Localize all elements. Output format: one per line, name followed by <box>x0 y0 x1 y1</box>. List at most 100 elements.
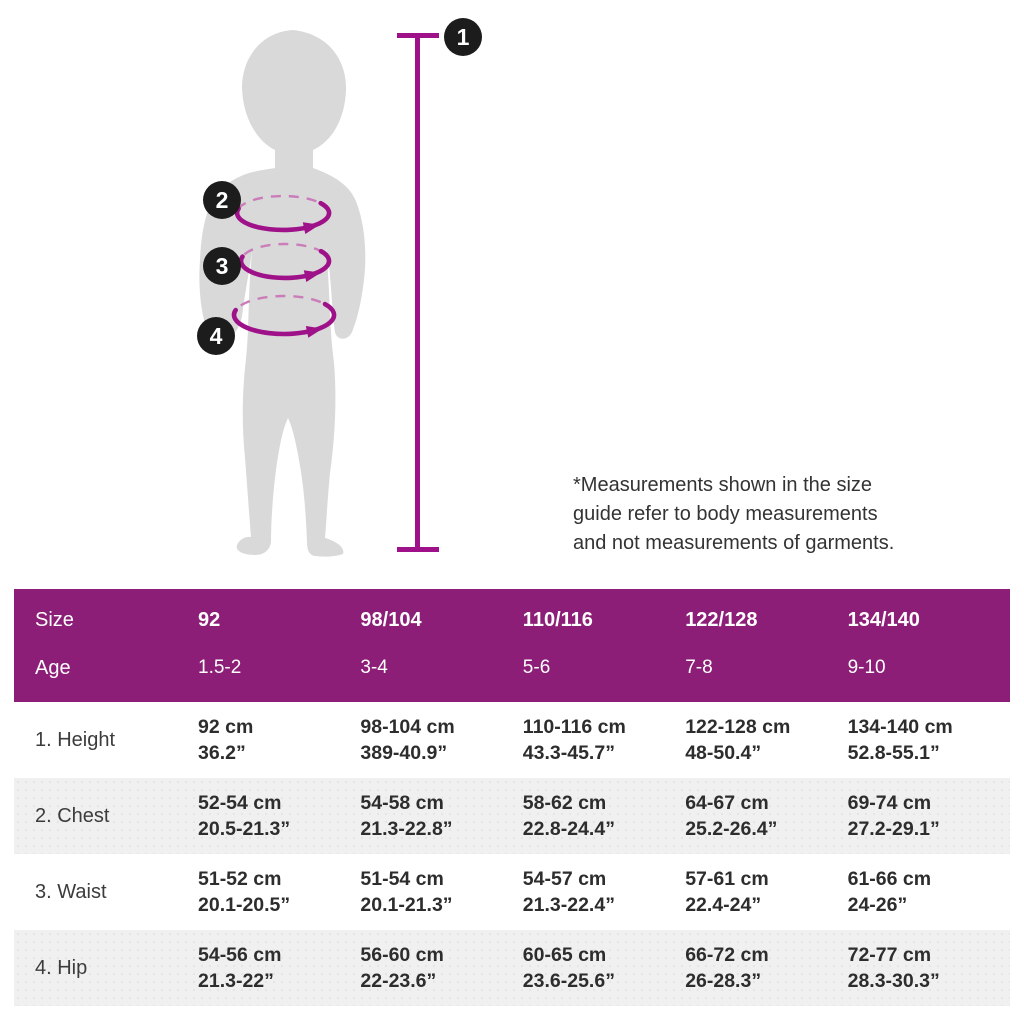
measurement-cell: 51-54 cm 20.1-21.3” <box>360 866 522 918</box>
row-label: 4. Hip <box>35 956 88 979</box>
inch-value: 28.3-30.3” <box>847 970 940 992</box>
inch-value: 22.4-24” <box>685 894 762 916</box>
inch-value: 36.2” <box>198 742 246 764</box>
size-value: 122/128 <box>685 608 758 631</box>
inch-value: 22.8-24.4” <box>522 818 615 840</box>
marker-1-height: 1 <box>444 18 482 56</box>
measurement-cell: 134-140 cm 52.8-55.1” <box>848 714 1010 766</box>
measurement-cell: 54-58 cm 21.3-22.8” <box>360 790 522 842</box>
note-line: and not measurements of garments. <box>573 532 895 554</box>
measurement-cell: 56-60 cm 22-23.6” <box>360 942 522 994</box>
marker-2-chest: 2 <box>203 181 241 219</box>
measurement-cell: 64-67 cm 25.2-26.4” <box>685 790 847 842</box>
measurement-cell: 98-104 cm 389-40.9” <box>360 714 522 766</box>
cm-value: 60-65 cm <box>522 944 607 966</box>
cm-value: 92 cm <box>198 716 254 738</box>
height-measure-line <box>415 33 420 552</box>
chest-measure-arrow <box>234 194 332 234</box>
inch-value: 389-40.9” <box>360 742 448 764</box>
marker-3-waist: 3 <box>203 247 241 285</box>
cm-value: 110-116 cm <box>522 716 626 738</box>
measurement-cell: 122-128 cm 48-50.4” <box>685 714 847 766</box>
cm-value: 69-74 cm <box>847 792 932 814</box>
age-value: 5-6 <box>522 657 551 678</box>
cm-value: 64-67 cm <box>685 792 769 814</box>
cm-value: 54-57 cm <box>522 868 607 890</box>
size-value: 92 <box>198 608 221 631</box>
waist-measure-arrow <box>238 242 332 282</box>
table-row-height: 1. Height 92 cm 36.2” 98-104 cm 389-40.9… <box>14 702 1010 778</box>
inch-value: 43.3-45.7” <box>522 742 615 764</box>
size-row-label: Size <box>35 608 74 631</box>
inch-value: 26-28.3” <box>685 970 762 992</box>
measurement-cell: 110-116 cm 43.3-45.7” <box>523 714 685 766</box>
measurement-cell: 58-62 cm 22.8-24.4” <box>523 790 685 842</box>
inch-value: 52.8-55.1” <box>847 742 940 764</box>
age-row-label: Age <box>35 656 71 679</box>
age-value: 7-8 <box>685 657 713 678</box>
table-body: 1. Height 92 cm 36.2” 98-104 cm 389-40.9… <box>14 702 1010 1006</box>
inch-value: 22-23.6” <box>360 970 437 992</box>
measurement-cell: 60-65 cm 23.6-25.6” <box>523 942 685 994</box>
cm-value: 66-72 cm <box>685 944 769 966</box>
cm-value: 54-56 cm <box>198 944 282 966</box>
measurement-cell: 54-57 cm 21.3-22.4” <box>523 866 685 918</box>
size-header-row: Size 92 98/104 110/116 122/128 134/140 <box>14 596 1010 644</box>
row-label: 3. Waist <box>35 880 107 903</box>
age-value: 9-10 <box>847 657 886 678</box>
marker-4-hip: 4 <box>197 317 235 355</box>
age-value: 1.5-2 <box>198 657 242 678</box>
cm-value: 57-61 cm <box>685 868 769 890</box>
cm-value: 61-66 cm <box>847 868 932 890</box>
cm-value: 54-58 cm <box>360 792 444 814</box>
size-table: Size 92 98/104 110/116 122/128 134/140 A… <box>14 589 1010 1006</box>
inch-value: 25.2-26.4” <box>685 818 778 840</box>
cm-value: 56-60 cm <box>360 944 444 966</box>
measurement-cell: 54-56 cm 21.3-22” <box>198 942 360 994</box>
measurement-cell: 69-74 cm 27.2-29.1” <box>848 790 1010 842</box>
inch-value: 23.6-25.6” <box>522 970 615 992</box>
height-line-bottom-cap <box>397 547 439 552</box>
row-label: 1. Height <box>35 728 116 751</box>
table-row-chest: 2. Chest 52-54 cm 20.5-21.3” 54-58 cm 21… <box>14 778 1010 854</box>
inch-value: 20.1-21.3” <box>360 894 453 916</box>
measurement-cell: 92 cm 36.2” <box>198 714 360 766</box>
inch-value: 20.1-20.5” <box>198 894 291 916</box>
inch-value: 24-26” <box>847 894 908 916</box>
note-line: guide refer to body measurements <box>573 503 878 525</box>
hip-measure-arrow <box>231 294 337 338</box>
inch-value: 20.5-21.3” <box>198 818 291 840</box>
measurement-cell: 57-61 cm 22.4-24” <box>685 866 847 918</box>
size-value: 98/104 <box>360 608 422 631</box>
age-value: 3-4 <box>360 657 388 678</box>
measurement-cell: 72-77 cm 28.3-30.3” <box>848 942 1010 994</box>
child-silhouette-image <box>199 30 366 557</box>
size-value: 110/116 <box>522 608 593 631</box>
age-header-row: Age 1.5-2 3-4 5-6 7-8 9-10 <box>14 644 1010 692</box>
inch-value: 48-50.4” <box>685 742 762 764</box>
measurement-cell: 52-54 cm 20.5-21.3” <box>198 790 360 842</box>
size-value: 134/140 <box>847 608 920 631</box>
inch-value: 21.3-22.4” <box>522 894 615 916</box>
inch-value: 21.3-22” <box>198 970 274 992</box>
cm-value: 72-77 cm <box>847 944 932 966</box>
cm-value: 134-140 cm <box>847 716 953 738</box>
cm-value: 51-52 cm <box>198 868 282 890</box>
row-label: 2. Chest <box>35 804 110 827</box>
cm-value: 122-128 cm <box>685 716 791 738</box>
table-row-waist: 3. Waist 51-52 cm 20.1-20.5” 51-54 cm 20… <box>14 854 1010 930</box>
table-row-hip: 4. Hip 54-56 cm 21.3-22” 56-60 cm 22-23.… <box>14 930 1010 1006</box>
cm-value: 51-54 cm <box>360 868 444 890</box>
inch-value: 27.2-29.1” <box>847 818 940 840</box>
cm-value: 58-62 cm <box>522 792 607 814</box>
table-header: Size 92 98/104 110/116 122/128 134/140 A… <box>14 589 1010 702</box>
measurement-cell: 61-66 cm 24-26” <box>848 866 1010 918</box>
cm-value: 52-54 cm <box>198 792 282 814</box>
measurement-note: *Measurements shown in the size guide re… <box>573 471 953 558</box>
inch-value: 21.3-22.8” <box>360 818 453 840</box>
note-line: *Measurements shown in the size <box>573 474 873 496</box>
measurement-cell: 66-72 cm 26-28.3” <box>685 942 847 994</box>
cm-value: 98-104 cm <box>360 716 455 738</box>
measurement-cell: 51-52 cm 20.1-20.5” <box>198 866 360 918</box>
